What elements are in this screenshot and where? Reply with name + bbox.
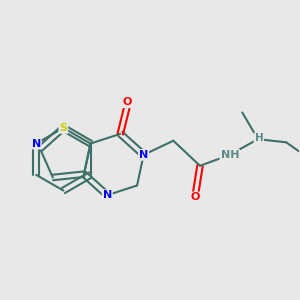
Text: N: N	[139, 150, 148, 160]
Text: O: O	[123, 97, 132, 107]
Text: O: O	[190, 192, 200, 203]
Text: N: N	[32, 139, 41, 148]
Text: N: N	[103, 190, 112, 200]
Text: NH: NH	[220, 150, 239, 160]
Text: H: H	[254, 133, 263, 143]
Text: S: S	[59, 123, 68, 133]
